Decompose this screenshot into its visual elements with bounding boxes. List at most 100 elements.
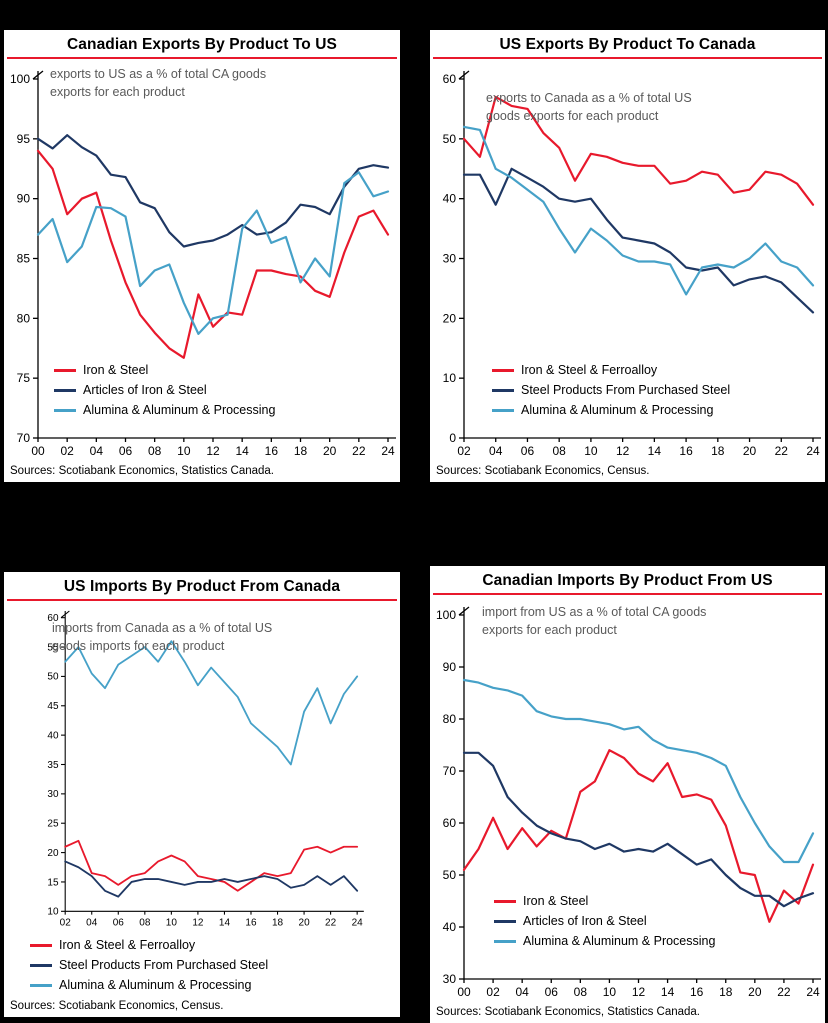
x-tick-label: 06 — [521, 444, 535, 458]
y-tick-label: 60 — [443, 72, 457, 86]
y-tick-label: 50 — [443, 868, 457, 882]
y-tick-label: 95 — [17, 132, 31, 146]
x-tick-label: 06 — [119, 444, 133, 458]
chart-legend: Iron & Steel Articles of Iron & Steel Alum… — [494, 891, 715, 951]
x-tick-label: 14 — [661, 985, 675, 999]
series-line-steel-products-from-purchased-steel — [462, 167, 815, 314]
chart-legend: Iron & Steel Articles of Iron & Steel Alum… — [54, 360, 275, 420]
chart-title: Canadian Exports By Product To US — [7, 30, 397, 59]
y-tick-label: 45 — [47, 701, 59, 712]
series-line-alumina-aluminum-processing — [462, 125, 815, 296]
series-line-iron-steel — [462, 749, 815, 923]
x-tick-label: 06 — [545, 985, 559, 999]
chart-area: 10 15 20 25 30 35 40 45 50 55 60 02 04 06 08 10 12 14 16 18… — [4, 601, 400, 933]
chart-subtitle: exports to Canada as a % of total US goo… — [486, 91, 692, 124]
chart-subtitle: import from US as a % of total CA goods … — [482, 605, 707, 638]
x-tick-label: 08 — [574, 985, 588, 999]
x-tick-label: 02 — [60, 917, 72, 928]
legend-label: Iron & Steel — [83, 363, 149, 377]
y-tick-label: 40 — [443, 192, 457, 206]
x-tick-label: 20 — [323, 444, 337, 458]
y-tick-label: 40 — [443, 920, 457, 934]
y-tick-label: 20 — [47, 848, 59, 859]
series-line-alumina-aluminum-processing — [64, 640, 359, 766]
y-tick-label: 90 — [443, 660, 457, 674]
chart-title: US Imports By Product From Canada — [7, 572, 397, 601]
legend-swatch-icon — [492, 408, 514, 412]
series-line-articles-of-iron-steel — [462, 751, 815, 908]
chart-title: Canadian Imports By Product From US — [433, 566, 822, 595]
axis-break-icon — [458, 70, 470, 80]
legend-label: Articles of Iron & Steel — [523, 914, 647, 928]
legend-item-iron-steel-ferroalloy: Iron & Steel & Ferroalloy — [30, 935, 400, 955]
x-tick-label: 00 — [31, 444, 45, 458]
legend-swatch-icon — [54, 368, 76, 372]
x-tick-label: 22 — [325, 917, 337, 928]
chart-subtitle: exports to US as a % of total CA goods e… — [50, 67, 267, 100]
x-tick-label: 18 — [719, 985, 733, 999]
legend-swatch-icon — [492, 368, 514, 372]
x-tick-label: 24 — [806, 985, 820, 999]
legend-item-steel-products-from-purchased-steel: Steel Products From Purchased Steel — [492, 380, 730, 400]
x-tick-label: 22 — [352, 444, 366, 458]
x-tick-label: 12 — [206, 444, 220, 458]
legend-swatch-icon — [30, 943, 52, 947]
chart-panel-us-imports-from-canada: US Imports By Product From Canada 10 15 20… — [4, 572, 400, 1017]
legend-item-articles-of-iron-steel: Articles of Iron & Steel — [54, 380, 275, 400]
x-tick-label: 20 — [748, 985, 762, 999]
y-tick-label: 15 — [47, 877, 59, 888]
sources-note: Sources: Scotiabank Economics, Census. — [10, 1000, 224, 1012]
chart-area: 30 40 50 60 70 80 90 100 00 02 04 06 08 10 12 14 16 18 20 2… — [430, 595, 825, 1005]
x-tick-label: 02 — [60, 444, 74, 458]
x-tick-label: 10 — [177, 444, 191, 458]
y-tick-label: 35 — [47, 760, 59, 771]
sources-note: Sources: Scotiabank Economics, Statistic… — [436, 1006, 700, 1018]
x-tick-label: 24 — [352, 917, 364, 928]
y-tick-label: 100 — [10, 72, 30, 86]
legend-label: Articles of Iron & Steel — [83, 383, 207, 397]
chart-panel-us-exports-to-canada: US Exports By Product To Canada 0 10 20 30 4… — [430, 30, 825, 482]
series-line-iron-steel — [36, 149, 390, 359]
axis-break-icon — [32, 70, 44, 80]
y-tick-label: 10 — [47, 907, 59, 918]
legend-label: Iron & Steel — [523, 894, 589, 908]
x-tick-label: 18 — [711, 444, 725, 458]
y-tick-label: 60 — [47, 613, 59, 624]
legend-swatch-icon — [494, 899, 516, 903]
series-line-iron-steel-ferroalloy — [462, 95, 815, 206]
sources-note: Sources: Scotiabank Economics, Census. — [436, 465, 650, 477]
x-tick-label: 08 — [139, 917, 151, 928]
y-tick-label: 80 — [17, 311, 31, 325]
series-line-alumina-aluminum-processing — [462, 678, 815, 864]
x-tick-label: 20 — [299, 917, 311, 928]
y-tick-label: 50 — [443, 132, 457, 146]
x-tick-label: 22 — [777, 985, 791, 999]
x-tick-label: 24 — [806, 444, 820, 458]
series-line-alumina-aluminum-processing — [36, 171, 390, 335]
chart-legend: Iron & Steel & Ferroalloy Steel Products … — [492, 360, 730, 420]
x-tick-label: 16 — [679, 444, 693, 458]
axes: 10 15 20 25 30 35 40 45 50 55 60 02 04 06 08 10 12 14 16 18… — [47, 610, 364, 928]
legend-label: Iron & Steel & Ferroalloy — [521, 363, 658, 377]
legend-item-iron-steel: Iron & Steel — [54, 360, 275, 380]
line-chart: 30 40 50 60 70 80 90 100 00 02 04 06 08 10 12 14 16 18 20 2… — [436, 606, 821, 999]
y-tick-label: 20 — [443, 311, 457, 325]
y-tick-label: 75 — [17, 371, 31, 385]
x-tick-label: 04 — [489, 444, 503, 458]
legend-item-alumina-aluminum-processing: Alumina & Aluminum & Processing — [492, 400, 730, 420]
y-tick-label: 10 — [443, 371, 457, 385]
x-tick-label: 14 — [235, 444, 249, 458]
axes: 30 40 50 60 70 80 90 100 00 02 04 06 08 10 12 14 16 18 20 2… — [436, 606, 821, 999]
series-line-steel-products-from-purchased-steel — [64, 860, 359, 898]
axes: 0 10 20 30 40 50 60 02 04 06 08 10 12 14 16 18 20 22 24 — [443, 70, 821, 458]
x-tick-label: 00 — [457, 985, 471, 999]
y-tick-label: 55 — [47, 642, 59, 653]
x-tick-label: 10 — [166, 917, 178, 928]
axis-break-icon — [458, 606, 470, 616]
x-tick-label: 10 — [584, 444, 598, 458]
x-tick-label: 04 — [515, 985, 529, 999]
chart-panel-ca-imports-from-us: Canadian Imports By Product From US 30 40… — [430, 566, 825, 1023]
legend-swatch-icon — [494, 919, 516, 923]
axes: 70 75 80 85 90 95 100 00 02 04 06 08 10 12 14 16 18 20 22 2… — [10, 70, 396, 458]
